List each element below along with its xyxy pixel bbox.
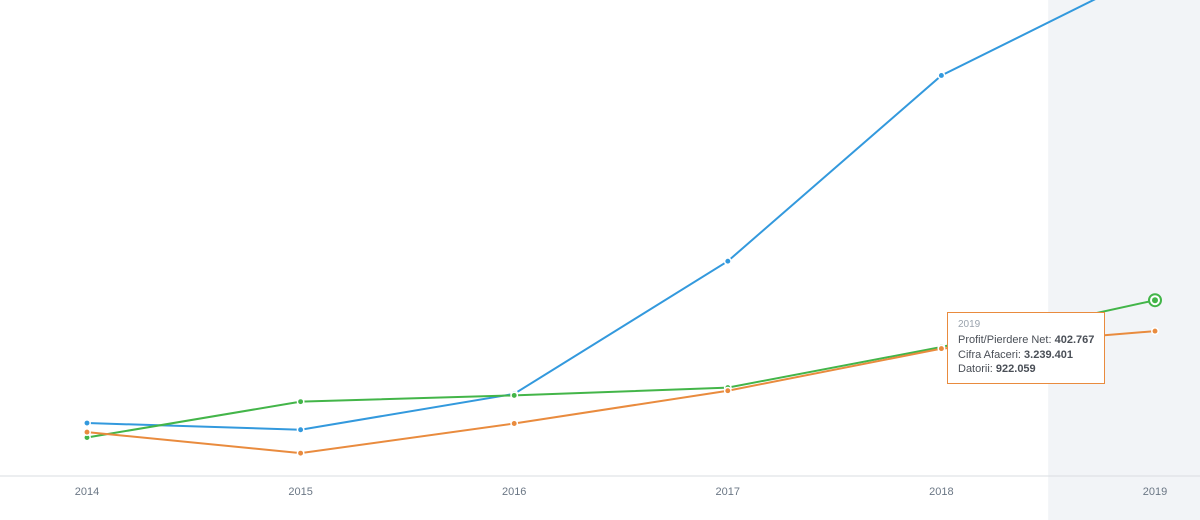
- tooltip-row-label: Cifra Afaceri:: [958, 349, 1021, 361]
- series-marker-profit_net[interactable]: [297, 398, 303, 404]
- series-marker-cifra_afaceri[interactable]: [725, 258, 731, 264]
- tooltip-row-value: 3.239.401: [1024, 349, 1073, 361]
- chart-svg: 2014 2015 2016 2017 2018 2019: [0, 0, 1200, 520]
- tooltip-row-profit: Profit/Pierdere Net: 402.767: [958, 333, 1094, 348]
- series-marker-datorii[interactable]: [725, 388, 731, 394]
- series-marker-profit_net[interactable]: [511, 392, 517, 398]
- x-axis-tick-label: 2017: [716, 486, 740, 498]
- series-marker-datorii[interactable]: [938, 345, 944, 351]
- tooltip-row-value: 922.059: [996, 363, 1036, 375]
- x-axis-tick-label: 2014: [75, 486, 99, 498]
- hover-marker-inner-profit_net: [1152, 297, 1158, 303]
- financial-line-chart: 2014 2015 2016 2017 2018 2019 2019 Profit/Pie…: [0, 0, 1200, 520]
- tooltip-row-cifra: Cifra Afaceri: 3.239.401: [958, 348, 1094, 363]
- chart-tooltip: 2019 Profit/Pierdere Net: 402.767 Cifra …: [947, 312, 1105, 384]
- tooltip-row-label: Datorii:: [958, 363, 993, 375]
- tooltip-row-datorii: Datorii: 922.059: [958, 362, 1094, 377]
- series-marker-cifra_afaceri[interactable]: [84, 420, 90, 426]
- chart-highlight-band: [1048, 0, 1200, 520]
- x-axis-tick-label: 2015: [288, 486, 312, 498]
- series-marker-datorii[interactable]: [84, 429, 90, 435]
- x-axis-tick-label: 2019: [1143, 486, 1167, 498]
- series-marker-datorii[interactable]: [1152, 328, 1158, 334]
- tooltip-row-label: Profit/Pierdere Net:: [958, 334, 1052, 346]
- series-marker-cifra_afaceri[interactable]: [938, 72, 944, 78]
- tooltip-title: 2019: [958, 318, 1094, 332]
- x-axis-tick-label: 2018: [929, 486, 953, 498]
- series-marker-cifra_afaceri[interactable]: [297, 427, 303, 433]
- x-axis-tick-label: 2016: [502, 486, 526, 498]
- series-marker-datorii[interactable]: [511, 420, 517, 426]
- series-marker-datorii[interactable]: [297, 450, 303, 456]
- tooltip-row-value: 402.767: [1055, 334, 1095, 346]
